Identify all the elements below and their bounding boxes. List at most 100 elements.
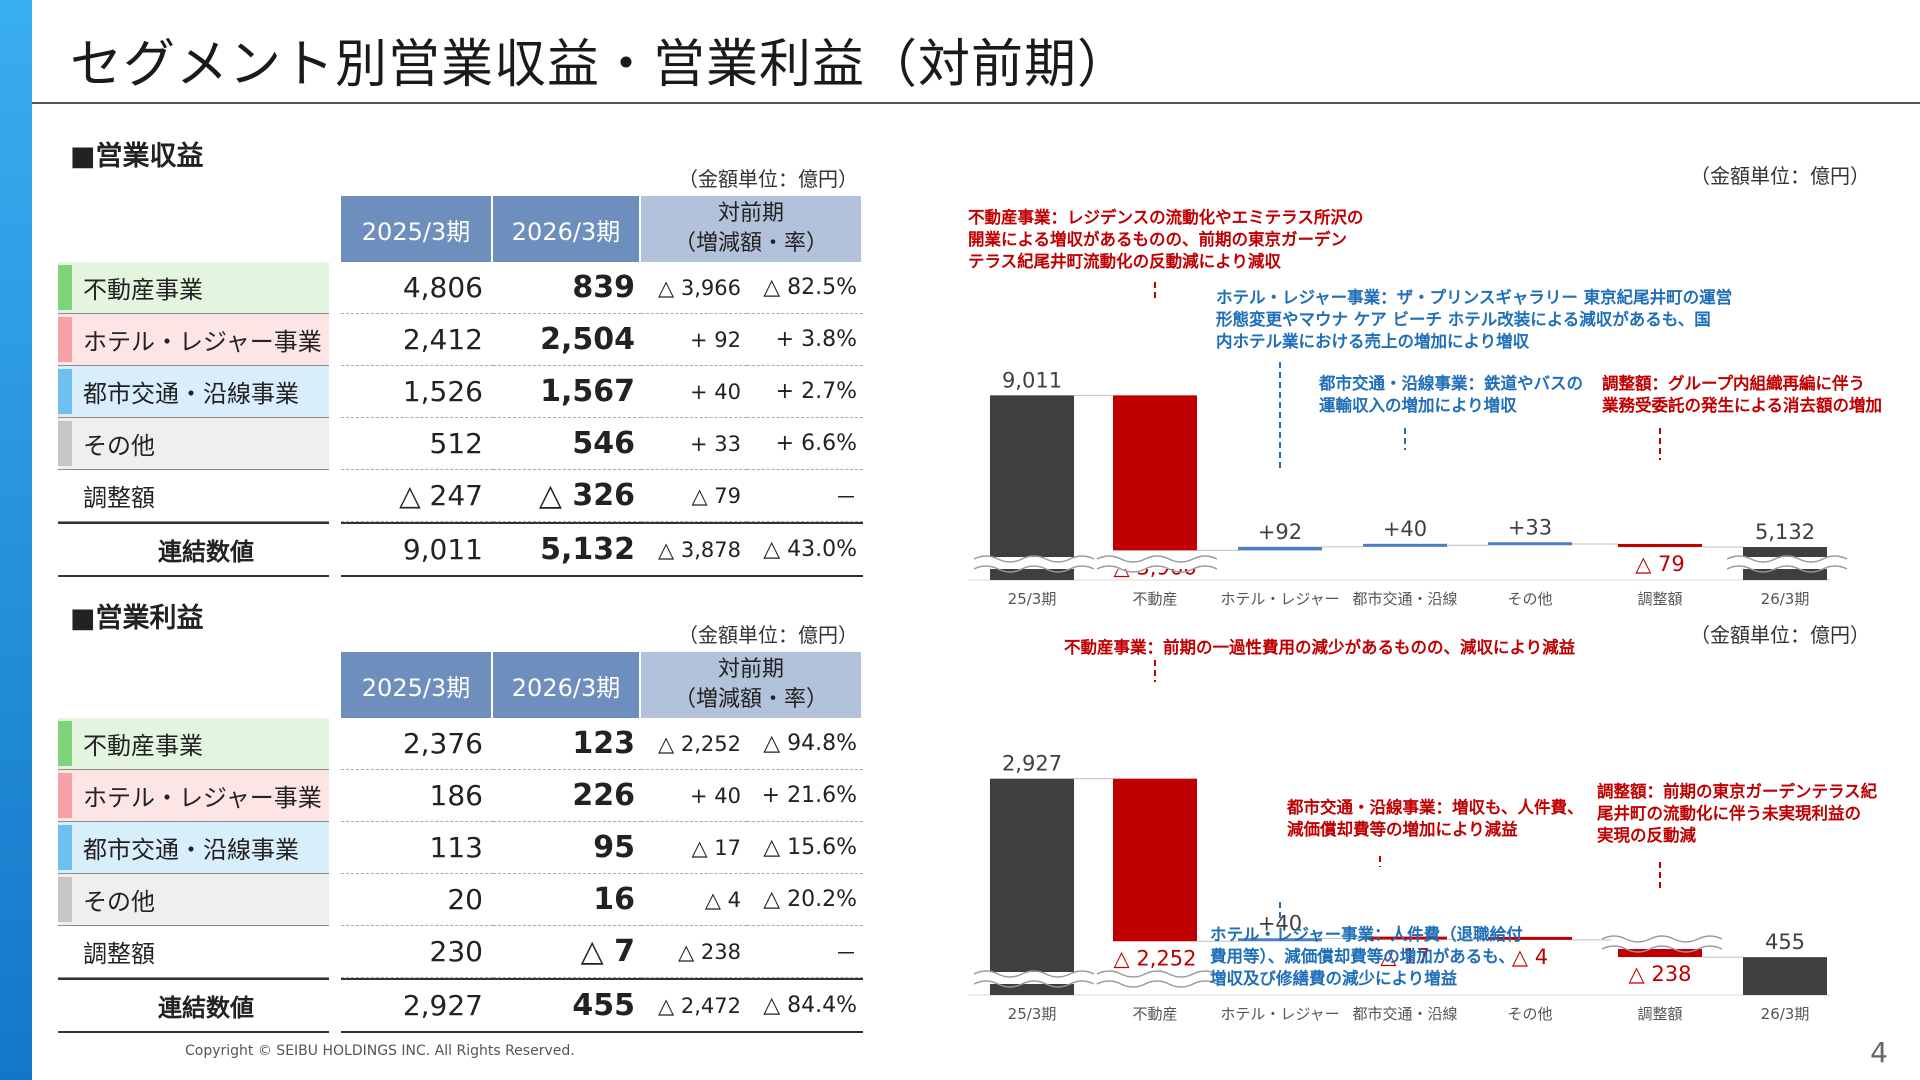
rate-value: － — [747, 470, 863, 522]
category-label: その他 — [1507, 590, 1552, 608]
chart-unit: （金額単位：億円） — [1690, 623, 1870, 647]
annotation-text: 実現の反動減 — [1597, 825, 1697, 845]
axis-break-mark — [1096, 970, 1218, 978]
curr-value: 455 — [493, 978, 641, 1033]
prev-value: △ 247 — [341, 470, 493, 522]
curr-value: 95 — [493, 822, 641, 874]
waterfall-bar-1 — [1113, 395, 1197, 551]
annotation-text: 費用等）、減価償却費等の増加があるも、 — [1210, 946, 1515, 966]
segment-name: 連結数値 — [58, 978, 329, 1033]
diff-value: △ 3,966 — [641, 262, 747, 314]
axis-break-mark — [1726, 565, 1848, 573]
copyright: Copyright © SEIBU HOLDINGS INC. All Righ… — [185, 1043, 575, 1059]
annotation-text: 開業による増収があるものの、前期の東京ガーデン — [968, 229, 1347, 249]
waterfall-bar-2 — [1238, 938, 1322, 942]
category-label: 調整額 — [1637, 590, 1682, 608]
col-curr: 2026/3期 — [493, 652, 641, 718]
table-row: その他 20 16 △ 4 △ 20.2% — [58, 874, 863, 926]
segment-name: ホテル・レジャー事業 — [58, 770, 329, 822]
axis-break-gap — [1737, 557, 1833, 569]
prev-value: 113 — [341, 822, 493, 874]
prev-value: 4,806 — [341, 262, 493, 314]
curr-value: 123 — [493, 718, 641, 770]
annotation-text: 増収及び修繕費の減少により増益 — [1210, 968, 1458, 988]
data-label: +33 — [1508, 515, 1552, 539]
waterfall-bar-2 — [1238, 546, 1322, 551]
prev-value: 2,412 — [341, 314, 493, 366]
table-row: 不動産事業 4,806 839 △ 3,966 △ 82.5% — [58, 262, 863, 314]
data-label: 5,132 — [1755, 520, 1815, 544]
data-label: △ 238 — [1629, 962, 1692, 986]
revenue-table: 2025/3期 2026/3期 対前期 （増減額・率） 不動産事業 4,806 839 △ 3… — [58, 196, 863, 577]
waterfall-bar-4 — [1488, 936, 1572, 940]
diff-value: + 40 — [641, 770, 747, 822]
curr-value: 5,132 — [493, 522, 641, 577]
axis-break-mark — [1601, 935, 1723, 943]
diff-value: △ 238 — [641, 926, 747, 978]
prev-value: 186 — [341, 770, 493, 822]
annotation-text: 減価償却費等の増加により減益 — [1287, 819, 1518, 839]
diff-value: △ 17 — [641, 822, 747, 874]
segment-color-stripe — [58, 877, 72, 922]
curr-value: 546 — [493, 418, 641, 470]
data-label: △ 4 — [1512, 945, 1548, 969]
prev-value: 230 — [341, 926, 493, 978]
data-label: +92 — [1258, 520, 1302, 544]
axis-break-mark — [973, 980, 1095, 988]
category-label: 調整額 — [1637, 1005, 1682, 1023]
accent-side-bar — [0, 0, 32, 1080]
axis-break-mark — [1096, 555, 1218, 563]
diff-value: △ 4 — [641, 874, 747, 926]
rate-value: + 3.8% — [747, 314, 863, 366]
table-row: 都市交通・沿線事業 113 95 △ 17 △ 15.6% — [58, 822, 863, 874]
col-yoy: 対前期 （増減額・率） — [641, 652, 863, 718]
diff-value: △ 2,252 — [641, 718, 747, 770]
rate-value: △ 15.6% — [747, 822, 863, 874]
annotation-text: 不動産事業：レジデンスの流動化やエミテラス所沢の — [968, 207, 1363, 227]
diff-value: + 92 — [641, 314, 747, 366]
revenue-heading: ■営業収益 — [70, 141, 204, 172]
curr-value: 2,504 — [493, 314, 641, 366]
annotation-text: 都市交通・沿線事業：増収も、人件費、 — [1286, 797, 1584, 817]
rate-value: △ 82.5% — [747, 262, 863, 314]
category-label: 都市交通・沿線 — [1352, 1005, 1457, 1023]
annotation-text: 内ホテル業における売上の増加により増収 — [1216, 331, 1530, 351]
category-label: 26/3期 — [1761, 1005, 1810, 1023]
table-row: 連結数値 2,927 455 △ 2,472 △ 84.4% — [58, 978, 863, 1033]
rate-value: + 21.6% — [747, 770, 863, 822]
prev-value: 9,011 — [341, 522, 493, 577]
segment-name: 不動産事業 — [58, 262, 329, 314]
segment-name: 都市交通・沿線事業 — [58, 366, 329, 418]
table-row: 都市交通・沿線事業 1,526 1,567 + 40 + 2.7% — [58, 366, 863, 418]
diff-value: △ 2,472 — [641, 978, 747, 1033]
col-prev: 2025/3期 — [341, 652, 493, 718]
profit-heading: ■営業利益 — [70, 603, 204, 634]
category-label: その他 — [1507, 1005, 1552, 1023]
segment-color-stripe — [58, 265, 72, 310]
axis-break-mark — [973, 555, 1095, 563]
col-curr: 2026/3期 — [493, 196, 641, 262]
axis-break-mark — [1726, 555, 1848, 563]
axis-break-gap — [1612, 937, 1708, 949]
segment-name: ホテル・レジャー事業 — [58, 314, 329, 366]
profit-unit: （金額単位：億円） — [678, 623, 858, 647]
annotation-text: テラス紀尾井町流動化の反動減により減収 — [968, 251, 1281, 271]
annotation-text: ホテル・レジャー事業：人件費（退職給付 — [1210, 924, 1523, 944]
page-number: 4 — [1870, 1036, 1888, 1069]
category-label: 25/3期 — [1008, 1005, 1057, 1023]
header-blank — [58, 196, 329, 262]
annotation-text: 不動産事業：前期の一過性費用の減少があるものの、減収により減益 — [1064, 637, 1576, 657]
rate-value: + 6.6% — [747, 418, 863, 470]
axis-break-mark — [973, 970, 1095, 978]
waterfall-bar-4 — [1488, 542, 1572, 546]
segment-name: 都市交通・沿線事業 — [58, 822, 329, 874]
annotation-text: ホテル・レジャー事業：ザ・プリンスギャラリー 東京紀尾井町の運営 — [1216, 287, 1732, 307]
table-row: 調整額 △ 247 △ 326 △ 79 － — [58, 470, 863, 522]
waterfall-bar-6 — [1743, 957, 1827, 995]
waterfall-bar-0 — [990, 395, 1074, 580]
data-label: 455 — [1765, 930, 1805, 954]
segment-color-stripe — [58, 721, 72, 766]
axis-break-mark — [973, 565, 1095, 573]
diff-value: △ 3,878 — [641, 522, 747, 577]
